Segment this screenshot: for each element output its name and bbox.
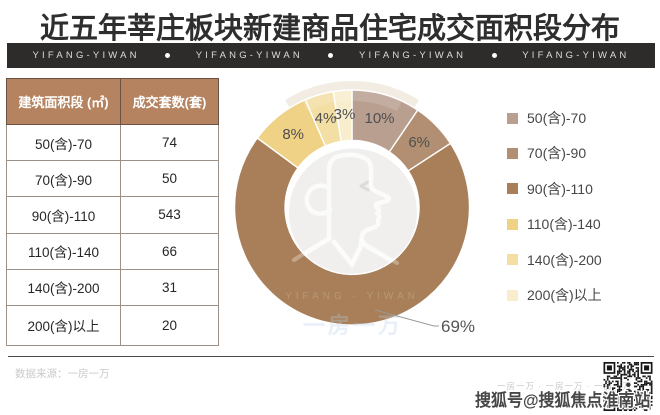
svg-text:6%: 6% xyxy=(408,134,430,151)
svg-text:8%: 8% xyxy=(282,126,304,143)
svg-text:一房一万: 一房一万 xyxy=(303,313,403,338)
svg-text:69%: 69% xyxy=(441,317,475,336)
svg-text:YIFANG - YIWAN: YIFANG - YIWAN xyxy=(285,291,419,302)
svg-text:4%: 4% xyxy=(315,110,337,127)
svg-text:10%: 10% xyxy=(364,110,394,127)
svg-text:3%: 3% xyxy=(334,106,356,123)
